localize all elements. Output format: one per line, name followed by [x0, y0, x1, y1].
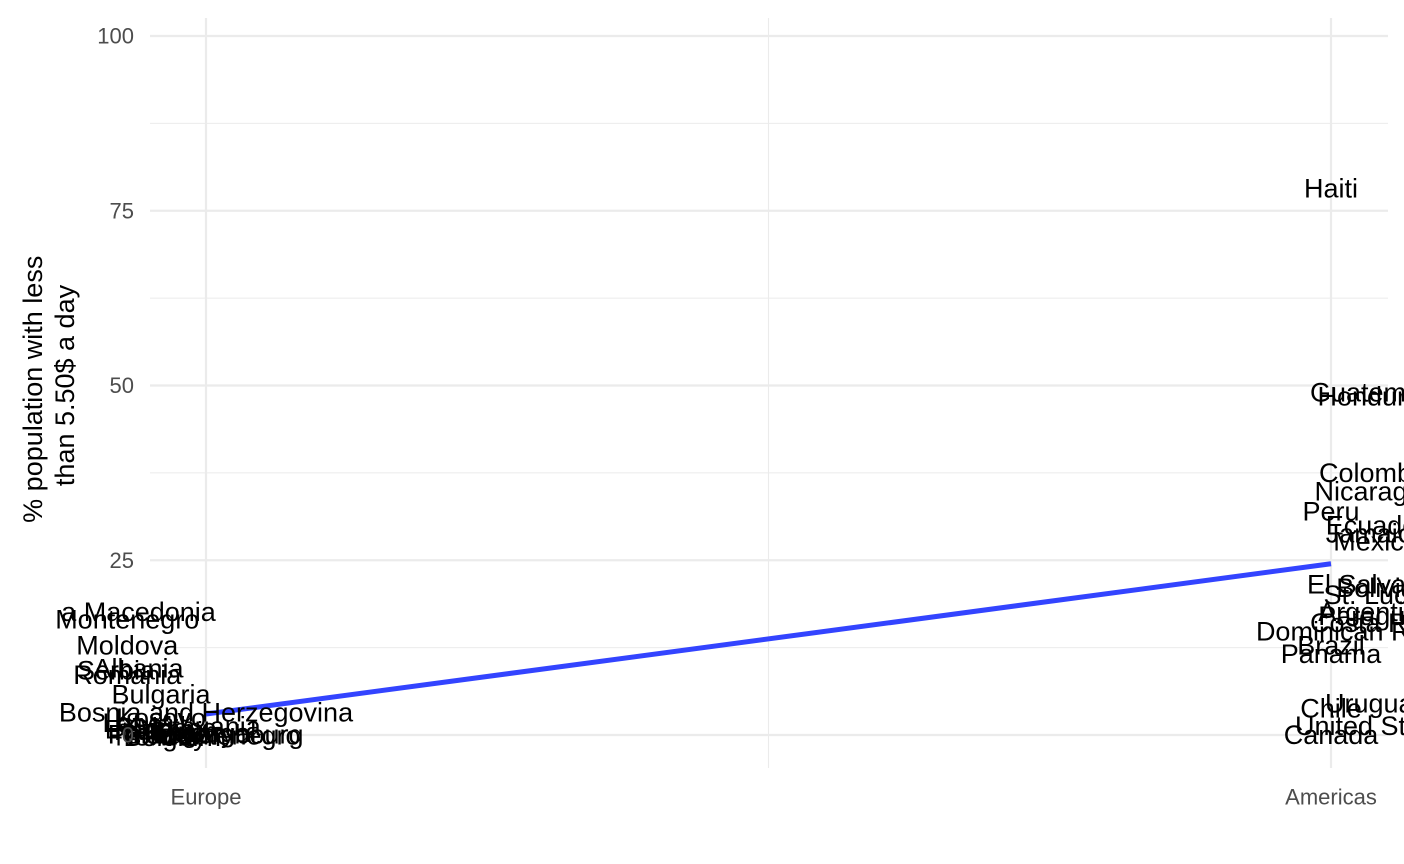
trend-line-group [205, 561, 1332, 717]
point-label: Argentina [1318, 597, 1404, 627]
point-label: Bosnia and Herzegovina [59, 698, 354, 728]
point-label: Luxembourg [153, 719, 303, 749]
point-label: Norway [115, 721, 207, 751]
y-axis-title-line-1: % population with less [18, 256, 48, 523]
x-tick-label: Europe [171, 785, 242, 810]
y-tick-label: 0 [122, 723, 134, 748]
point-label: Estonia [105, 714, 196, 744]
point-label: Lithuania [151, 712, 262, 742]
point-label: Mexico [1333, 526, 1404, 556]
point-label: Montenegro [156, 721, 300, 751]
y-axis-ticks: 0 25 50 75 100 [97, 24, 134, 748]
point-label: Uruguay [1325, 689, 1404, 719]
point-label: Greece [128, 713, 217, 743]
point-label: Guatemala [1310, 377, 1404, 407]
point-label: Paraguay [1318, 601, 1404, 631]
point-label: Serbia [77, 656, 156, 686]
point-label: Moldova [76, 631, 179, 661]
point-label: St. Lucia [1323, 580, 1404, 610]
point-label: Latvia [102, 708, 175, 738]
point-labels: a MacedoniaMontenegroMoldovaAlbaniaSerbi… [55, 173, 1404, 752]
y-axis-title-line-2: than 5.50$ a day [50, 284, 80, 486]
point-label: Montenegro [55, 605, 199, 635]
grid-lines [150, 18, 1388, 768]
point-label: Chile [1300, 693, 1362, 723]
point-label: a Macedonia [61, 597, 217, 627]
point-label: Brazil [1297, 631, 1365, 661]
y-tick-label: 50 [110, 373, 134, 398]
point-label: Ecuador [1326, 510, 1404, 540]
x-axis-ticks: Europe Americas [171, 785, 1377, 810]
point-label: El Salvador [1307, 570, 1404, 600]
point-label: Peru [1302, 496, 1359, 526]
y-tick-label: 75 [110, 198, 134, 223]
point-label: Honduras [1317, 382, 1404, 412]
point-label: Bolivia [1336, 573, 1404, 603]
point-label: Romania [73, 660, 182, 690]
point-label: Bulgaria [111, 679, 211, 709]
point-label: Panama [1281, 639, 1383, 669]
point-label: Haiti [1304, 173, 1358, 203]
point-label: Nicaragua [1314, 477, 1404, 507]
point-label: Hungary [132, 719, 235, 749]
point-label: Costa Rica [1310, 608, 1404, 638]
point-label: Kosovo [116, 703, 206, 733]
point-label: Poland [108, 719, 192, 749]
point-label: Belgium [123, 722, 221, 752]
y-axis-title: % population with less than 5.50$ a day [18, 248, 80, 523]
point-label: Colombia [1319, 458, 1404, 488]
point-label: Italy [114, 716, 164, 746]
point-label: United States [1295, 711, 1404, 741]
y-tick-label: 25 [110, 548, 134, 573]
point-label: Canada [1284, 720, 1380, 750]
point-label: Albania [93, 654, 184, 684]
trend-line [205, 561, 1332, 717]
x-tick-label: Americas [1285, 785, 1377, 810]
y-tick-label: 100 [97, 24, 134, 49]
point-label: Jamaica [1326, 519, 1404, 549]
point-label: Dominican Republic [1256, 617, 1404, 647]
point-label: Portugal [156, 718, 257, 748]
point-label: Spain [149, 717, 218, 747]
